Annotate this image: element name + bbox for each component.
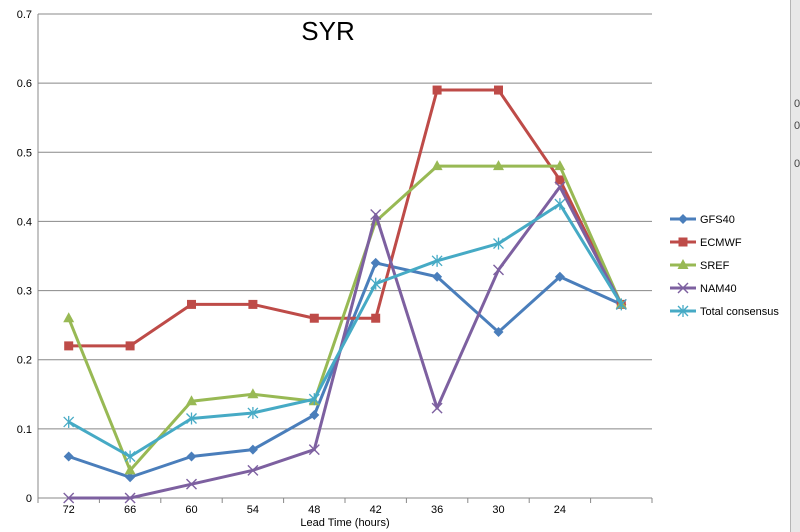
data-point	[432, 271, 443, 282]
data-point	[247, 464, 259, 476]
series-ecmwf	[64, 85, 626, 351]
x-tick-label: 60	[185, 504, 197, 516]
data-point	[431, 402, 443, 414]
data-point	[186, 451, 197, 462]
data-point	[554, 198, 566, 211]
legend-label: Total consensus	[700, 306, 779, 318]
x-axis-title: Lead Time (hours)	[300, 517, 389, 529]
x-tick-label: 72	[63, 504, 75, 516]
gridlines	[38, 13, 652, 499]
data-point	[370, 277, 382, 290]
y-tick-label: 0.2	[17, 355, 32, 367]
data-point	[63, 415, 75, 428]
y-tick-label: 0.1	[17, 424, 32, 436]
legend-entry: ECMWF	[670, 237, 742, 249]
x-tick-label: 36	[431, 504, 443, 516]
data-point	[615, 298, 627, 311]
data-point	[678, 214, 688, 224]
legend-entry: NAM40	[670, 282, 737, 295]
y-tick-label: 0.3	[17, 286, 32, 298]
y-tick-label: 0.7	[17, 9, 32, 21]
series-line	[68, 185, 623, 500]
series-total-consensus	[63, 198, 627, 463]
data-point	[431, 160, 443, 171]
legend-label: GFS40	[700, 214, 735, 226]
data-point	[677, 259, 689, 269]
data-point	[370, 209, 382, 221]
data-point	[554, 271, 565, 282]
data-point	[125, 472, 136, 483]
data-point	[248, 299, 258, 309]
data-point	[494, 85, 503, 95]
series-line	[68, 88, 623, 348]
y-tick-label: 0.6	[17, 78, 32, 90]
y-tick-label: 0.5	[17, 147, 32, 159]
edge-fragment: 0	[794, 158, 800, 170]
data-point	[63, 451, 74, 462]
edge-fragment: 0	[794, 98, 800, 110]
data-point	[432, 85, 442, 95]
data-point	[125, 341, 135, 351]
window-edge: 0 0 0	[790, 0, 800, 532]
data-point	[493, 264, 504, 276]
data-point	[124, 464, 136, 475]
data-point	[431, 254, 443, 267]
data-point	[63, 492, 75, 504]
data-point	[677, 282, 689, 294]
legend-label: SREF	[700, 260, 730, 272]
x-tick-label: 42	[370, 504, 382, 516]
axes: 0 0.1 0.2 0.3 0.4 0.5 0.6 0.7 72 66 60 54 48 42 36 30 24	[17, 9, 653, 516]
legend-label: ECMWF	[700, 237, 742, 249]
data-point	[186, 395, 197, 406]
x-tick-label: 30	[492, 504, 504, 516]
legend-entry: SREF	[670, 259, 730, 272]
data-point	[308, 444, 320, 456]
data-point	[370, 257, 381, 268]
x-tick-label: 54	[247, 504, 259, 516]
data-point	[678, 237, 688, 247]
x-tick-label: 48	[308, 504, 320, 516]
y-tick-label: 0	[26, 493, 32, 505]
data-point	[64, 341, 74, 351]
series-line	[67, 202, 623, 459]
x-tick-label: 24	[554, 504, 566, 516]
data-point	[247, 388, 259, 399]
data-point	[124, 450, 136, 463]
data-point	[493, 327, 504, 338]
legend: GFS40 ECMWF SREF NAM40 Total consensus	[670, 214, 779, 318]
data-point	[493, 160, 504, 171]
data-point	[677, 305, 689, 317]
chart-title: SYR	[301, 16, 354, 46]
edge-fragment: 0	[794, 120, 800, 132]
data-point	[554, 160, 566, 171]
series	[63, 85, 627, 504]
data-point	[493, 237, 504, 250]
data-point	[63, 312, 75, 323]
legend-label: NAM40	[700, 283, 737, 295]
data-point	[247, 444, 258, 455]
y-tick-label: 0.4	[17, 216, 32, 228]
data-point	[247, 406, 259, 419]
legend-entry: GFS40	[670, 214, 735, 226]
data-point	[555, 175, 565, 185]
data-point	[309, 313, 319, 323]
data-point	[186, 412, 197, 425]
x-tick-label: 66	[124, 504, 136, 516]
data-point	[308, 393, 320, 406]
data-point	[371, 313, 381, 323]
data-point	[186, 478, 197, 490]
legend-entry: Total consensus	[670, 305, 779, 318]
data-point	[554, 181, 566, 193]
data-point	[124, 492, 136, 504]
data-point	[309, 410, 320, 421]
data-point	[187, 299, 196, 309]
